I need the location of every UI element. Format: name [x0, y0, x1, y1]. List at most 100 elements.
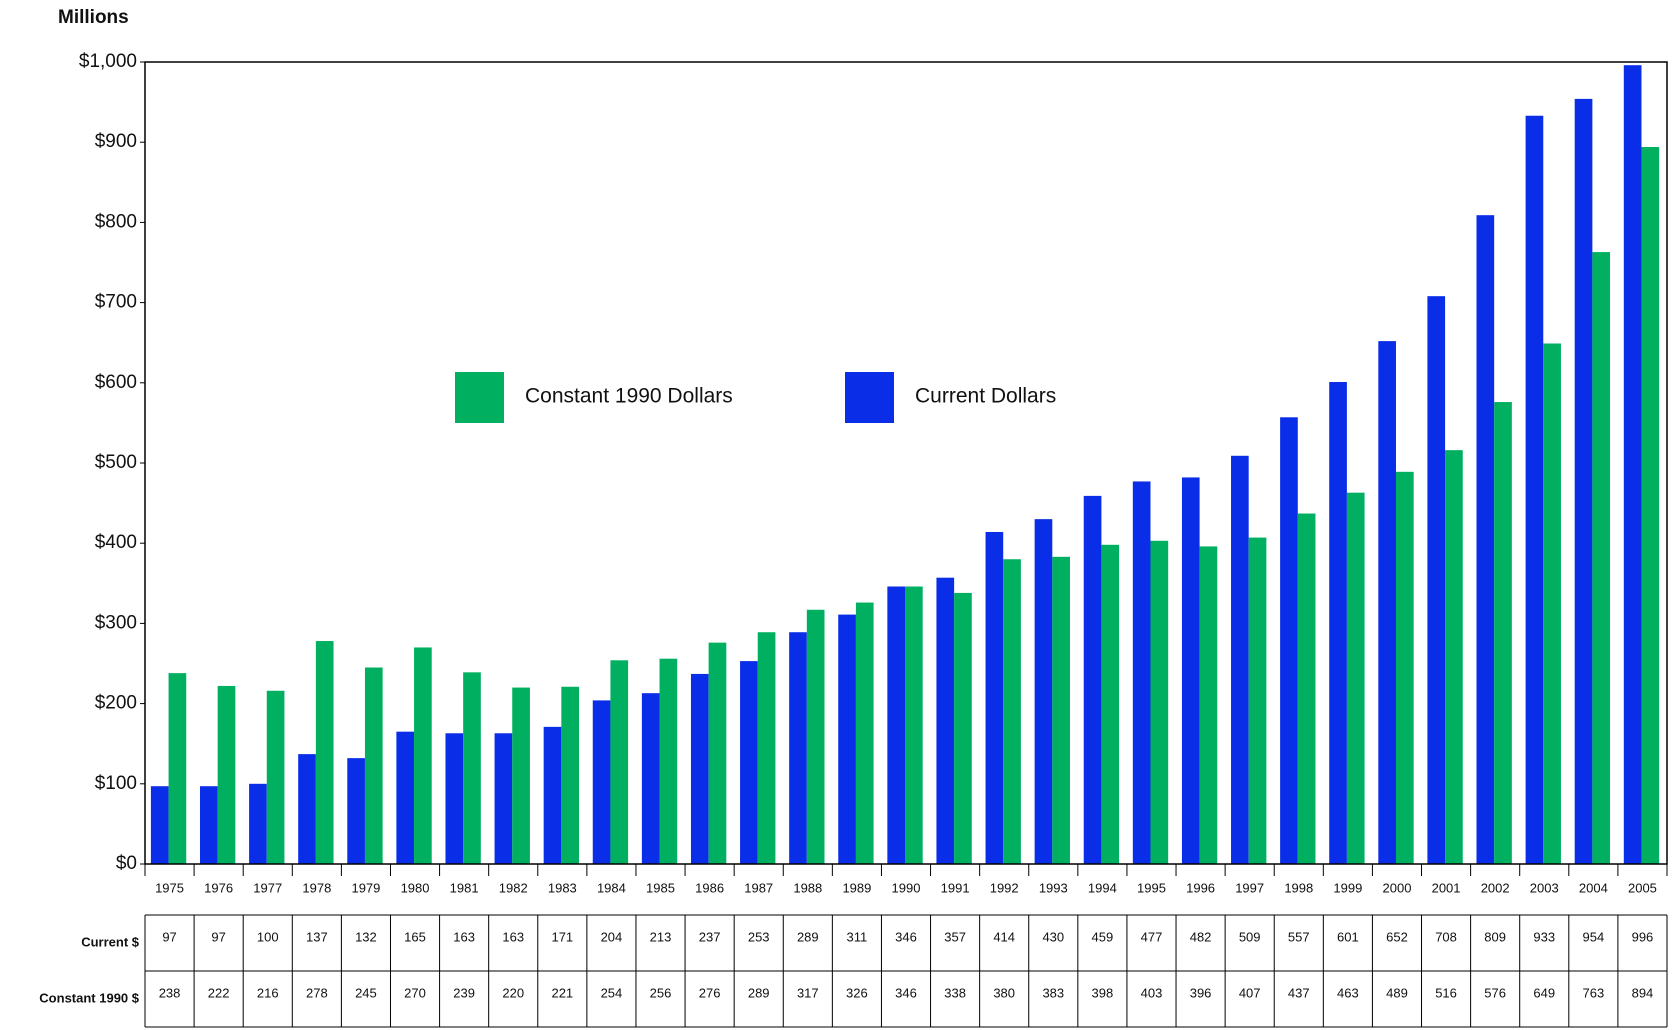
- bar: [708, 642, 727, 864]
- bar: [740, 661, 758, 864]
- bar: [887, 586, 906, 864]
- y-tick-label: $300: [95, 612, 137, 633]
- legend-swatch: [845, 372, 894, 423]
- x-tick-label: 1989: [842, 880, 871, 895]
- table-cell: 516: [1435, 985, 1457, 1000]
- x-tick-label: 1992: [990, 880, 1019, 895]
- table-cell: 652: [1386, 929, 1408, 944]
- table-cell: 253: [748, 929, 770, 944]
- bar: [445, 733, 464, 864]
- table-cell: 171: [551, 929, 573, 944]
- y-tick-label: $200: [95, 693, 137, 714]
- bar: [561, 686, 580, 864]
- bar: [364, 667, 383, 864]
- bar: [249, 783, 267, 864]
- table-cell: 326: [846, 985, 868, 1000]
- bar: [1494, 402, 1512, 864]
- table-cell: 100: [257, 929, 279, 944]
- x-tick-label: 2001: [1432, 880, 1461, 895]
- table-cell: 278: [306, 985, 328, 1000]
- bar: [1248, 537, 1267, 864]
- x-tick-label: 1993: [1039, 880, 1068, 895]
- table-cell: 97: [162, 929, 176, 944]
- table-cell: 317: [797, 985, 819, 1000]
- x-tick-label: 2003: [1530, 880, 1559, 895]
- bar: [1150, 540, 1169, 864]
- x-tick-label: 2005: [1628, 880, 1657, 895]
- table-cell: 346: [895, 929, 917, 944]
- table-cell: 346: [895, 985, 917, 1000]
- bar: [1378, 341, 1396, 864]
- y-tick-label: $1,000: [79, 51, 137, 72]
- table-cell: 463: [1337, 985, 1359, 1000]
- x-tick-label: 1984: [597, 880, 626, 895]
- bar: [690, 673, 709, 864]
- bar: [1395, 471, 1414, 864]
- legend-label: Current Dollars: [915, 385, 1056, 408]
- table-cell: 289: [797, 929, 819, 944]
- bar: [150, 786, 169, 864]
- table-cell: 894: [1632, 985, 1654, 1000]
- x-tick-label: 1986: [695, 880, 724, 895]
- bar: [905, 586, 923, 864]
- table-cell: 477: [1141, 929, 1163, 944]
- bar: [1083, 495, 1102, 864]
- bar: [592, 700, 611, 864]
- table-cell: 311: [847, 929, 868, 944]
- x-tick-label: 1997: [1235, 880, 1264, 895]
- bar: [199, 786, 218, 864]
- table-cell: 221: [551, 985, 573, 1000]
- table-cell: 708: [1435, 929, 1457, 944]
- bar: [1132, 481, 1151, 864]
- bar: [396, 731, 415, 864]
- table-cell: 357: [944, 929, 966, 944]
- y-tick-label: $400: [95, 532, 137, 553]
- x-tick-label: 1976: [204, 880, 233, 895]
- x-tick-label: 1990: [892, 880, 921, 895]
- bar: [168, 673, 187, 864]
- bar: [757, 632, 776, 864]
- table-cell: 557: [1288, 929, 1310, 944]
- table-cell: 398: [1092, 985, 1114, 1000]
- bar: [641, 693, 660, 864]
- bar: [855, 602, 874, 864]
- y-tick-label: $500: [95, 452, 137, 473]
- x-tick-label: 1991: [941, 880, 970, 895]
- bar: [543, 726, 562, 864]
- bar: [1329, 381, 1347, 864]
- table-cell: 763: [1583, 985, 1605, 1000]
- table-cell: 396: [1190, 985, 1212, 1000]
- x-tick-label: 2002: [1481, 880, 1510, 895]
- table-cell: 576: [1484, 985, 1506, 1000]
- bar: [1427, 296, 1446, 865]
- bar: [298, 754, 316, 864]
- bar: [789, 632, 807, 864]
- bar: [414, 647, 432, 864]
- bar: [1052, 556, 1070, 864]
- table-cell: 403: [1141, 985, 1163, 1000]
- table-cell: 489: [1386, 985, 1408, 1000]
- table-cell: 430: [1042, 929, 1064, 944]
- bar: [985, 531, 1004, 864]
- x-tick-label: 1979: [351, 880, 380, 895]
- table-cell: 414: [993, 929, 1015, 944]
- x-tick-label: 1994: [1088, 880, 1117, 895]
- bar: [954, 592, 972, 864]
- x-tick-label: 1980: [401, 880, 430, 895]
- bar: [494, 733, 513, 864]
- table-cell: 222: [208, 985, 230, 1000]
- table-cell: 954: [1583, 929, 1605, 944]
- bar: [1525, 115, 1544, 864]
- bar: [1231, 455, 1249, 864]
- table-cell: 289: [748, 985, 770, 1000]
- bar: [347, 758, 365, 864]
- table-cell: 380: [993, 985, 1015, 1000]
- bar: [610, 660, 629, 864]
- table-cell: 213: [650, 929, 672, 944]
- table-cell: 601: [1337, 929, 1359, 944]
- y-tick-label: $100: [95, 773, 137, 794]
- bar: [1445, 450, 1463, 864]
- bar: [806, 609, 825, 864]
- bar: [1034, 519, 1053, 864]
